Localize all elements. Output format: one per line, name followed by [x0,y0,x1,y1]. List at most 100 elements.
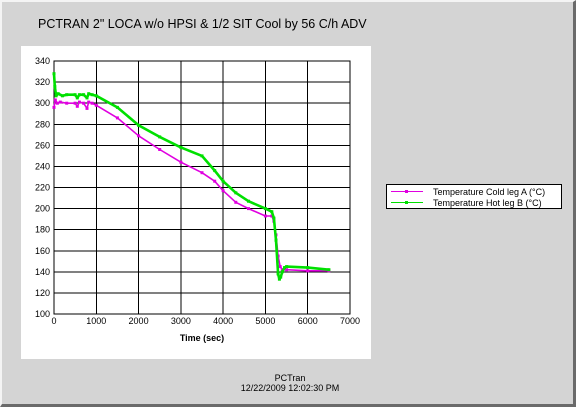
legend-label-hot-leg: Temperature Hot leg B (°C) [433,197,542,208]
legend-swatch-hot-leg [389,197,425,208]
data-point [306,266,310,270]
data-point [85,106,89,110]
y-tick-label: 340 [35,56,50,66]
data-point [82,101,86,105]
data-point [278,265,282,269]
data-point [213,169,217,173]
data-point [234,200,238,204]
data-point [158,135,162,139]
data-point [77,93,81,97]
footer-app-name: PCTran [274,373,306,383]
data-point [285,265,289,269]
data-point [270,210,274,214]
legend-item-cold-leg: Temperature Cold leg A (°C) [389,186,545,197]
data-point [115,116,119,120]
data-point [221,179,225,183]
series-layer [52,72,331,281]
y-tick-label: 220 [35,183,50,193]
data-point [73,101,77,105]
legend-label-cold-leg: Temperature Cold leg A (°C) [433,186,546,197]
data-point [58,100,62,104]
legend-swatch-cold-leg [389,186,425,197]
x-tick-label: 1000 [86,316,106,326]
x-axis-label: Time (sec) [180,333,224,343]
x-tick-label: 4000 [213,316,233,326]
data-point [53,84,57,88]
data-point [327,268,331,272]
temperature-chart: 0 1000 2000 3000 4000 5000 6000 7000 100 120 140 16… [35,56,360,343]
data-point [85,96,89,100]
data-point [53,98,57,102]
series-hot-leg-b [52,72,331,281]
data-point [75,104,79,108]
data-point [270,214,274,218]
data-point [73,93,77,97]
chart-title: PCTRAN 2" LOCA w/o HPSI & 1/2 SIT Cool b… [38,17,367,31]
plot-card: 0 1000 2000 3000 4000 5000 6000 7000 100 120 140 16… [21,46,371,359]
data-point [200,171,204,175]
y-tick-label: 120 [35,288,50,298]
data-point [52,105,56,109]
y-tick-label: 300 [35,98,50,108]
data-point [274,238,278,242]
data-point [234,191,238,195]
chart-legend: Temperature Cold leg A (°C) Temperature … [386,184,562,209]
y-tick-label: 200 [35,204,50,214]
data-point [65,101,69,105]
data-point [285,268,289,272]
y-tick-label: 100 [35,309,50,319]
data-point [90,93,94,97]
data-point [137,134,141,138]
data-point [137,123,141,127]
data-point [276,272,280,276]
data-point [115,105,119,109]
data-point [82,93,86,97]
data-point [280,270,284,274]
data-point [179,160,183,164]
data-point [221,189,225,193]
data-point [61,94,64,98]
x-tick-label: 2000 [129,316,149,326]
data-point [213,179,217,183]
footer-timestamp: 12/22/2009 12:02:30 PM [240,383,340,393]
y-tick-label: 240 [35,161,50,171]
data-point [56,92,60,96]
x-tick-label: 3000 [171,316,191,326]
data-point [263,214,267,218]
x-tick-label: 0 [51,316,56,326]
data-point [277,277,281,281]
data-point [94,94,98,98]
axes [53,60,351,315]
x-tick-label: 7000 [340,316,360,326]
data-point [179,145,183,149]
y-tick-label: 320 [35,77,50,87]
data-point [54,94,58,98]
data-point [247,199,250,203]
data-point [75,96,79,100]
plot-border [53,60,351,315]
y-tick-label: 140 [35,267,50,277]
data-point [94,103,98,107]
data-point [158,148,162,151]
data-point [283,266,286,270]
y-tick-label: 260 [35,140,50,150]
x-tick-label: 5000 [255,316,275,326]
data-point [200,154,204,158]
tick-labels: 0 1000 2000 3000 4000 5000 6000 7000 100 120 140 16… [35,56,360,326]
series-line [53,99,329,272]
legend-item-hot-leg: Temperature Hot leg B (°C) [389,197,542,208]
data-point [77,100,81,104]
data-point [87,100,91,104]
data-point [272,216,276,220]
x-tick-label: 6000 [298,316,318,326]
y-tick-label: 280 [35,119,50,129]
data-point [279,275,283,279]
data-point [306,269,310,273]
data-point [247,207,250,211]
data-point [55,101,59,105]
data-point [90,101,94,105]
data-point [65,93,69,97]
data-point [263,207,267,211]
y-tick-label: 180 [35,225,50,235]
